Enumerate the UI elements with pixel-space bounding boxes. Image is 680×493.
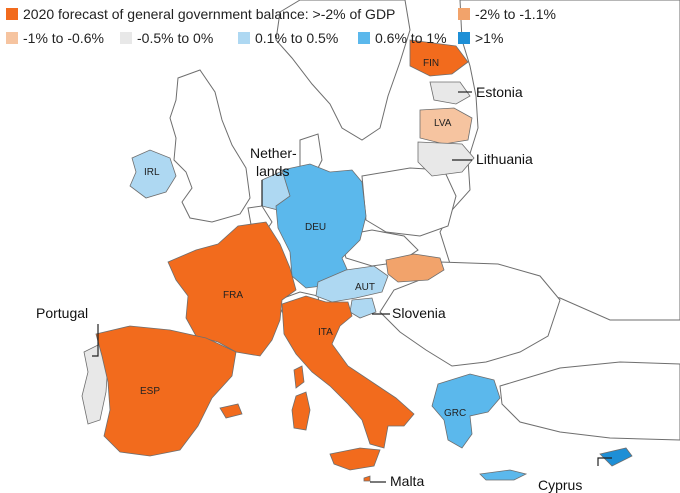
country-pol	[361, 167, 457, 237]
country-tur	[499, 361, 680, 441]
island-sardinia	[291, 391, 311, 431]
legend-label: -1% to -0.6%	[23, 30, 104, 46]
country-svn	[349, 297, 377, 319]
label-lithuania: Lithuania	[476, 151, 533, 167]
country-codes: FIN LVA IRL DEU FRA AUT ITA ESP GRC	[140, 58, 466, 419]
legend-swatch	[6, 32, 18, 44]
legend-swatch	[458, 32, 470, 44]
country-ita	[281, 295, 415, 449]
legend-swatch	[120, 32, 132, 44]
island-sicily	[329, 447, 381, 471]
legend-item-4: -0.5% to 0%	[120, 30, 213, 46]
leader-cyprus	[597, 457, 612, 466]
legend-swatch	[6, 8, 18, 20]
code-fin: FIN	[423, 58, 439, 69]
code-fra: FRA	[223, 290, 243, 301]
country-esp	[95, 325, 237, 457]
legend-label: >1%	[475, 30, 504, 46]
colored-countries	[81, 39, 633, 482]
country-mlt	[363, 475, 371, 482]
label-cyprus: Cyprus	[538, 477, 582, 493]
country-fin	[409, 39, 469, 77]
legend-item-7: >1%	[458, 30, 503, 46]
label-portugal: Portugal	[36, 305, 88, 321]
country-gbr	[169, 69, 251, 223]
legend-label: -2% to -1.1%	[475, 6, 556, 22]
country-hun	[385, 253, 445, 283]
legend-label: 0.1% to 0.5%	[255, 30, 339, 46]
label-estonia: Estonia	[476, 84, 523, 100]
label-netherlands-line1: Nether-	[250, 145, 297, 161]
country-irl	[129, 149, 177, 199]
legend-item-6: 0.6% to 1%	[358, 30, 447, 46]
code-deu: DEU	[305, 222, 326, 233]
legend-item-2: -2% to -1.1%	[458, 6, 556, 22]
label-malta: Malta	[390, 473, 424, 489]
legend-swatch	[458, 8, 470, 20]
country-lva	[419, 107, 473, 145]
code-irl: IRL	[144, 167, 160, 178]
legend-label: 0.6% to 1%	[375, 30, 447, 46]
code-grc: GRC	[444, 408, 466, 419]
code-esp: ESP	[140, 386, 160, 397]
island-balearic	[219, 403, 243, 419]
legend-item-1: 2020 forecast of general government bala…	[6, 6, 395, 22]
country-est	[429, 81, 471, 105]
legend-label: -0.5% to 0%	[137, 30, 214, 46]
country-cyp	[599, 447, 633, 467]
leader-portugal	[92, 324, 99, 357]
country-aut	[315, 265, 389, 303]
legend-swatch	[358, 32, 370, 44]
country-scandinavia	[275, 0, 411, 141]
country-grc	[431, 373, 501, 449]
code-lva: LVA	[434, 118, 452, 129]
legend-label: 2020 forecast of general government bala…	[23, 6, 396, 22]
island-crete	[479, 469, 528, 481]
legend-item-5: 0.1% to 0.5%	[238, 30, 338, 46]
label-slovenia: Slovenia	[392, 305, 446, 321]
legend-swatch	[238, 32, 250, 44]
callout-lines	[92, 91, 612, 483]
label-netherlands-line2: lands	[256, 163, 289, 179]
callout-labels: Estonia Lithuania Nether- lands Portugal…	[36, 84, 582, 493]
code-ita: ITA	[318, 327, 333, 338]
map-legend: 2020 forecast of general government bala…	[0, 0, 680, 60]
country-ltu	[417, 141, 475, 177]
code-aut: AUT	[355, 282, 375, 293]
country-fra	[167, 221, 297, 357]
legend-item-3: -1% to -0.6%	[6, 30, 104, 46]
country-balkans	[379, 261, 561, 367]
island-corsica	[293, 365, 305, 389]
